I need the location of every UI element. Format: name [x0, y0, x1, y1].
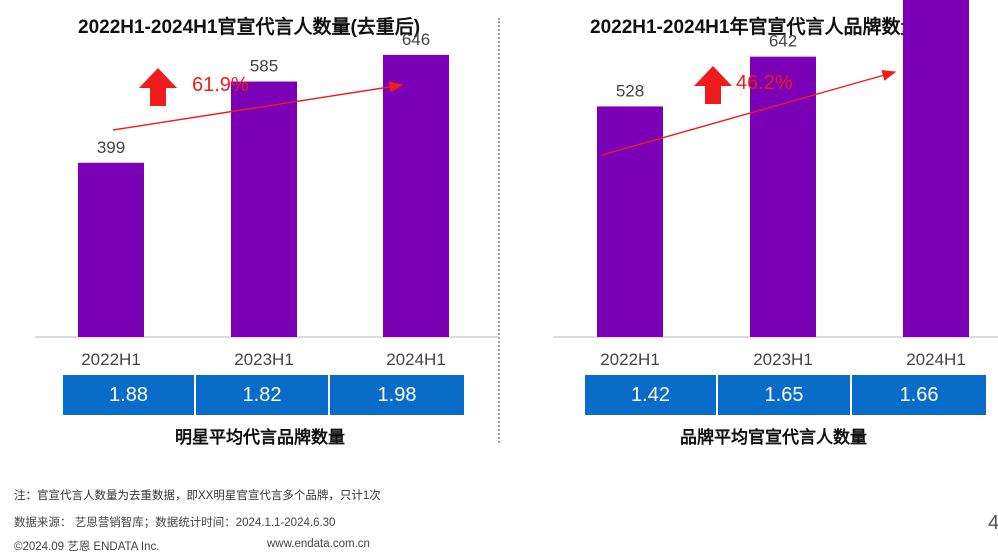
- right-ratio-row: 1.42 1.65 1.66: [585, 375, 986, 415]
- right-ratio-cell: 1.65: [718, 375, 852, 415]
- right-bar-2023H1: [750, 56, 816, 337]
- right-ratio-cell: 1.42: [585, 375, 718, 415]
- left-bar-2022H1: [78, 162, 144, 337]
- right-trend-arrow: [601, 70, 897, 156]
- left-trend-arrow: [112, 81, 404, 131]
- right-bar-2022H1: [597, 106, 663, 337]
- website-link[interactable]: www.endata.com.cn: [267, 538, 370, 550]
- left-ratio-label: 明星平均代言品牌数量: [175, 428, 345, 447]
- left-ratio-cell: 1.82: [196, 375, 330, 415]
- right-category-label: 2023H1: [753, 350, 813, 369]
- left-ratio-row: 1.88 1.82 1.98: [63, 375, 464, 415]
- left-value-label: 646: [402, 30, 430, 49]
- left-bar-2024H1: [383, 54, 449, 338]
- right-category-label: 2024H1: [906, 350, 966, 369]
- right-category-label: 2022H1: [600, 350, 660, 369]
- chart-divider: [498, 18, 500, 443]
- right-growth-label: 46.2%: [736, 72, 793, 94]
- page-number: 4: [988, 512, 998, 534]
- left-category-label: 2024H1: [386, 350, 446, 369]
- right-ratio-cell: 1.66: [852, 375, 986, 415]
- right-up-arrow-icon: [694, 66, 732, 104]
- left-value-label: 399: [97, 138, 125, 157]
- left-up-arrow-icon: [139, 68, 177, 106]
- right-bar-2024H1: [903, 0, 969, 337]
- left-ratio-cell: 1.98: [330, 375, 464, 415]
- left-category-label: 2022H1: [81, 350, 141, 369]
- footnote: 注：官宣代言人数量为去重数据，即XX明星官宣代言多个品牌，只计1次: [14, 490, 381, 502]
- right-chart-title: 2022H1-2024H1年官宣代言人品牌数量: [590, 17, 920, 38]
- left-category-label: 2023H1: [234, 350, 294, 369]
- data-source: 数据来源： 艺恩营销智库；数据统计时间：2024.1.1-2024.6.30: [14, 517, 336, 529]
- copyright: ©2024.09 艺恩 ENDATA Inc.: [14, 541, 160, 553]
- left-growth-label: 61.9%: [192, 74, 249, 96]
- right-value-label: 528: [616, 81, 644, 100]
- right-value-label: 642: [769, 32, 797, 51]
- right-ratio-label: 品牌平均官宣代言人数量: [680, 428, 867, 447]
- left-chart-title: 2022H1-2024H1官宣代言人数量(去重后): [78, 17, 421, 38]
- left-ratio-cell: 1.88: [63, 375, 196, 415]
- charts-svg: 399 2022H1 585 2023H1 646 2024H1 61.9% 528 2022H…: [35, 0, 998, 369]
- left-value-label: 585: [250, 57, 278, 76]
- left-bar-2023H1: [231, 81, 297, 337]
